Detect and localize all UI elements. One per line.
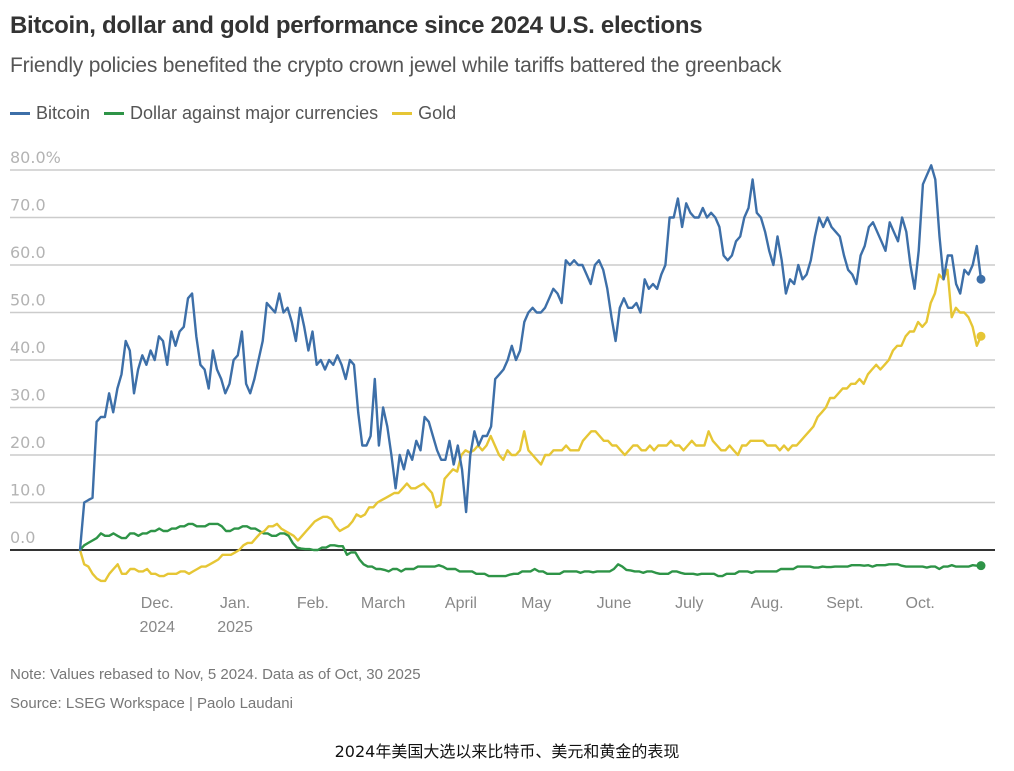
y-tick-label: 80.0% [10, 148, 61, 167]
x-tick-label: Feb. [297, 595, 329, 612]
gridlines [10, 169, 995, 551]
end-marker-dollar [976, 561, 986, 571]
legend-item-bitcoin: Bitcoin [10, 103, 90, 124]
x-tick-label: Aug. [751, 595, 784, 612]
x-tick-label: Jan. [220, 595, 250, 612]
y-tick-label: 70.0 [10, 196, 46, 215]
x-tick-label: March [361, 595, 405, 612]
y-tick-label: 60.0 [10, 243, 46, 262]
x-tick-label: Sept. [826, 595, 863, 612]
x-tick-label: May [521, 595, 551, 612]
x-tick-label: April [445, 595, 477, 612]
chart-source: Source: LSEG Workspace | Paolo Laudani [10, 695, 293, 712]
x-tick-label: Dec. [141, 595, 174, 612]
y-tick-label: 20.0 [10, 433, 46, 452]
legend: Bitcoin Dollar against major currencies … [10, 103, 470, 124]
legend-swatch-gold [392, 112, 413, 115]
end-marker-bitcoin [976, 274, 986, 284]
y-tick-label: 50.0 [10, 291, 46, 310]
y-axis-ticks: 0.0 10.0 20.0 30.0 40.0 50.0 60.0 70.0 80.0% [10, 148, 61, 547]
legend-swatch-dollar [104, 112, 125, 115]
legend-swatch-bitcoin [10, 112, 30, 115]
end-marker-gold [976, 331, 986, 341]
legend-label-gold: Gold [418, 103, 457, 123]
x-axis-ticks: Dec. 2024 Jan. 2025 Feb. March April May June Jul… [139, 595, 934, 636]
y-tick-label: 0.0 [10, 528, 35, 547]
chart-title: Bitcoin, dollar and gold performance sin… [10, 12, 703, 39]
x-tick-label: Oct. [906, 595, 935, 612]
legend-label-dollar: Dollar against major currencies [130, 103, 379, 123]
series-line-gold [78, 268, 983, 583]
legend-item-gold: Gold [392, 103, 456, 124]
y-tick-label: 40.0 [10, 338, 46, 357]
y-tick-label: 10.0 [10, 481, 46, 500]
x-tick-label: June [597, 595, 632, 612]
line-chart: 0.0 10.0 20.0 30.0 40.0 50.0 60.0 70.0 80.0% Dec… [10, 148, 995, 636]
x-tick-sublabel: 2024 [139, 619, 175, 636]
legend-item-dollar: Dollar against major currencies [104, 103, 378, 124]
x-tick-label: July [675, 595, 703, 612]
x-tick-sublabel: 2025 [217, 619, 253, 636]
series-lines [78, 164, 986, 583]
y-tick-label: 30.0 [10, 386, 46, 405]
chart-subtitle: Friendly policies benefited the crypto c… [10, 54, 782, 77]
image-caption: 2024年美国大选以来比特币、美元和黄金的表现 [334, 742, 680, 761]
series-line-dollar [78, 522, 983, 578]
series-line-bitcoin [78, 164, 983, 552]
legend-label-bitcoin: Bitcoin [36, 103, 91, 123]
chart-note: Note: Values rebased to Nov, 5 2024. Dat… [10, 666, 421, 683]
